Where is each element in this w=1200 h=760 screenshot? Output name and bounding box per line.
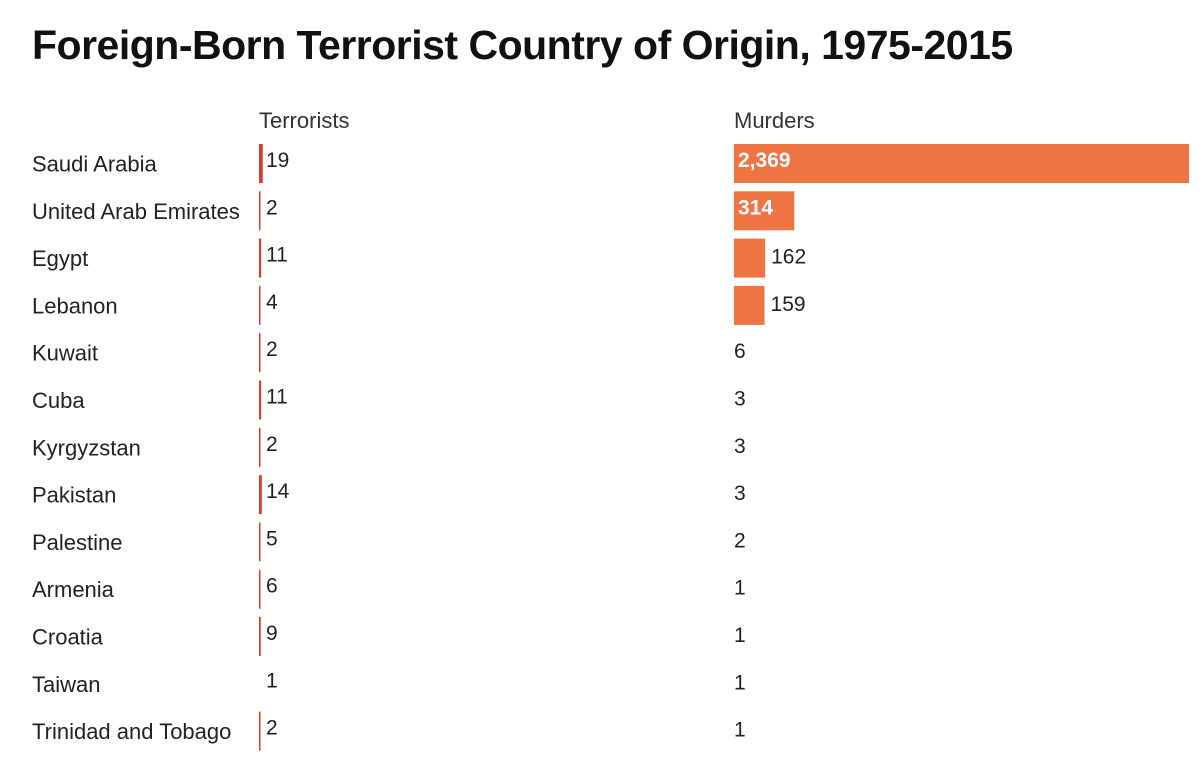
murders-value-label: 2 xyxy=(734,529,746,552)
murders-value-label: 6 xyxy=(734,340,746,363)
terrorists-bar xyxy=(259,522,261,562)
murders-value-label: 162 xyxy=(771,246,806,269)
category-label: United Arab Emirates xyxy=(32,199,240,224)
terrorists-value-label: 11 xyxy=(266,386,288,409)
terrorists-bar xyxy=(259,569,261,609)
terrorists-value-label: 2 xyxy=(266,717,278,740)
terrorists-value-label: 11 xyxy=(266,244,288,267)
terrorists-bar xyxy=(259,238,262,278)
category-label: Trinidad and Tobago xyxy=(32,719,231,744)
murders-bar xyxy=(734,191,795,231)
terrorists-value-label: 2 xyxy=(266,196,278,219)
terrorists-bar xyxy=(259,711,261,751)
terrorists-value-label: 9 xyxy=(266,622,278,645)
murders-value-label: 2,369 xyxy=(738,149,791,172)
terrorists-bar xyxy=(259,617,261,656)
category-label: Palestine xyxy=(32,530,123,555)
murders-value-label: 1 xyxy=(734,624,746,647)
category-label: Egypt xyxy=(32,246,88,271)
category-label: Kyrgyzstan xyxy=(32,435,141,460)
murders-value-label: 1 xyxy=(734,719,746,742)
murders-value-label: 314 xyxy=(738,196,773,219)
terrorists-bar xyxy=(259,475,262,515)
terrorists-column-header: Terrorists xyxy=(259,108,350,133)
terrorists-bar xyxy=(259,380,262,420)
terrorists-bar xyxy=(259,144,263,183)
chart-title: Foreign-Born Terrorist Country of Origin… xyxy=(32,22,1013,68)
terrorists-value-label: 2 xyxy=(266,433,278,456)
murders-bar xyxy=(734,285,765,325)
murders-value-label: 3 xyxy=(734,388,746,411)
terrorists-value-label: 19 xyxy=(266,149,289,172)
terrorists-value-label: 4 xyxy=(266,291,278,314)
terrorists-bar xyxy=(259,333,261,373)
murders-value-label: 1 xyxy=(734,577,746,600)
category-label: Saudi Arabia xyxy=(32,152,158,177)
murders-value-label: 1 xyxy=(734,671,746,694)
murders-value-label: 159 xyxy=(771,293,806,316)
category-label: Cuba xyxy=(32,388,85,413)
category-label: Croatia xyxy=(32,625,104,650)
terrorists-value-label: 14 xyxy=(266,480,290,503)
terrorists-value-label: 1 xyxy=(266,669,278,692)
murders-bar xyxy=(734,238,766,278)
category-label: Lebanon xyxy=(32,293,118,318)
terrorists-bar xyxy=(259,427,261,467)
category-label: Taiwan xyxy=(32,672,100,697)
category-label: Armenia xyxy=(32,577,115,602)
terrorists-value-label: 6 xyxy=(266,575,278,598)
terrorists-bar xyxy=(259,285,261,325)
murders-column-header: Murders xyxy=(734,108,815,133)
murders-bar xyxy=(734,144,1189,183)
murders-value-label: 3 xyxy=(734,482,746,505)
murders-value-label: 3 xyxy=(734,435,746,458)
terrorists-bar xyxy=(259,191,261,231)
category-label: Pakistan xyxy=(32,483,116,508)
terrorists-value-label: 2 xyxy=(266,338,278,361)
terrorists-value-label: 5 xyxy=(266,527,278,550)
category-label: Kuwait xyxy=(32,341,98,366)
